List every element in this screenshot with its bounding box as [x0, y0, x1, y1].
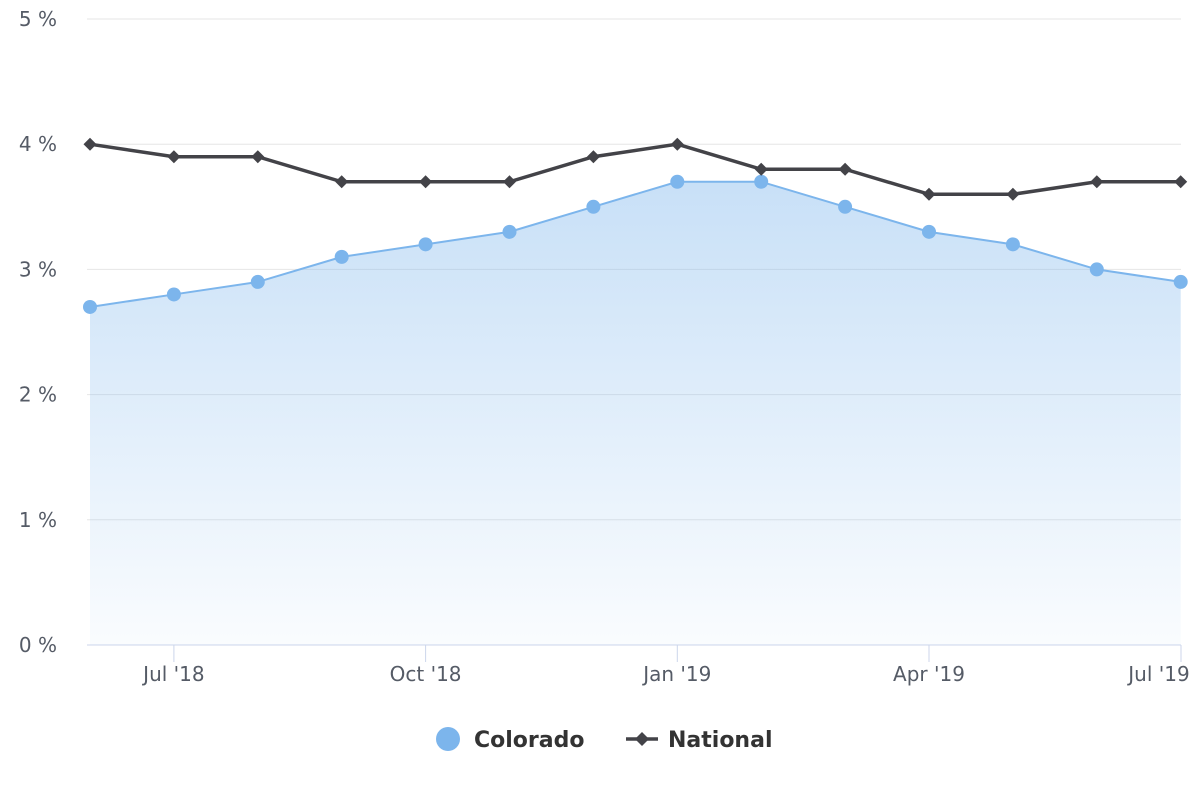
national-data-point	[167, 150, 181, 164]
national-data-point	[83, 137, 97, 151]
colorado-area-fill	[90, 181, 1181, 645]
national-data-point	[670, 137, 684, 151]
y-tick-label: 3 %	[19, 257, 57, 281]
national-data-point	[251, 150, 265, 164]
colorado-data-point	[670, 174, 685, 189]
x-tick-label: Jul '19	[1126, 662, 1189, 686]
national-data-point	[586, 150, 600, 164]
x-tick-label: Oct '18	[390, 662, 462, 686]
y-axis: 0 % 1 % 2 % 3 % 4 % 5 %	[19, 7, 57, 657]
national-data-point	[503, 175, 516, 189]
national-data-point	[419, 175, 433, 189]
colorado-data-point	[418, 237, 433, 252]
y-tick-label: 1 %	[19, 508, 57, 532]
colorado-data-point	[1005, 237, 1020, 252]
colorado-data-point	[1089, 262, 1104, 277]
colorado-data-point	[754, 174, 769, 189]
legend-colorado-label: Colorado	[474, 728, 584, 753]
legend-national-symbol	[635, 732, 649, 746]
colorado-data-point	[922, 224, 936, 239]
national-data-point	[1006, 187, 1020, 201]
legend: Colorado National	[436, 727, 772, 753]
colorado-series-line	[89, 180, 1181, 308]
national-data-point	[754, 162, 768, 176]
colorado-data-point	[166, 287, 181, 302]
colorado-data-point	[586, 199, 601, 214]
colorado-data-point	[502, 224, 517, 239]
legend-colorado-symbol	[436, 727, 460, 751]
y-tick-label: 0 %	[19, 633, 57, 657]
colorado-data-point	[334, 249, 349, 264]
x-tick-label: Jul '18	[141, 662, 204, 686]
colorado-data-point	[83, 299, 97, 314]
national-data-point	[922, 187, 936, 201]
x-tick-label: Jan '19	[641, 662, 711, 686]
colorado-data-point	[1173, 274, 1188, 289]
national-series-line	[89, 142, 1181, 197]
x-axis: Jul '18 Oct '18 Jan '19 Apr '19 Jul '19	[87, 644, 1190, 686]
series-group	[83, 137, 1188, 645]
y-tick-label: 5 %	[19, 7, 57, 31]
national-data-point	[335, 175, 349, 189]
legend-national-label: National	[668, 728, 772, 753]
y-tick-label: 2 %	[19, 383, 57, 407]
colorado-data-point	[250, 274, 265, 289]
national-data-point	[838, 162, 852, 176]
national-data-point	[1174, 175, 1188, 189]
national-data-point	[1090, 175, 1104, 189]
x-tick-label: Apr '19	[893, 662, 965, 686]
y-tick-label: 4 %	[19, 132, 57, 156]
colorado-data-point	[838, 199, 853, 214]
